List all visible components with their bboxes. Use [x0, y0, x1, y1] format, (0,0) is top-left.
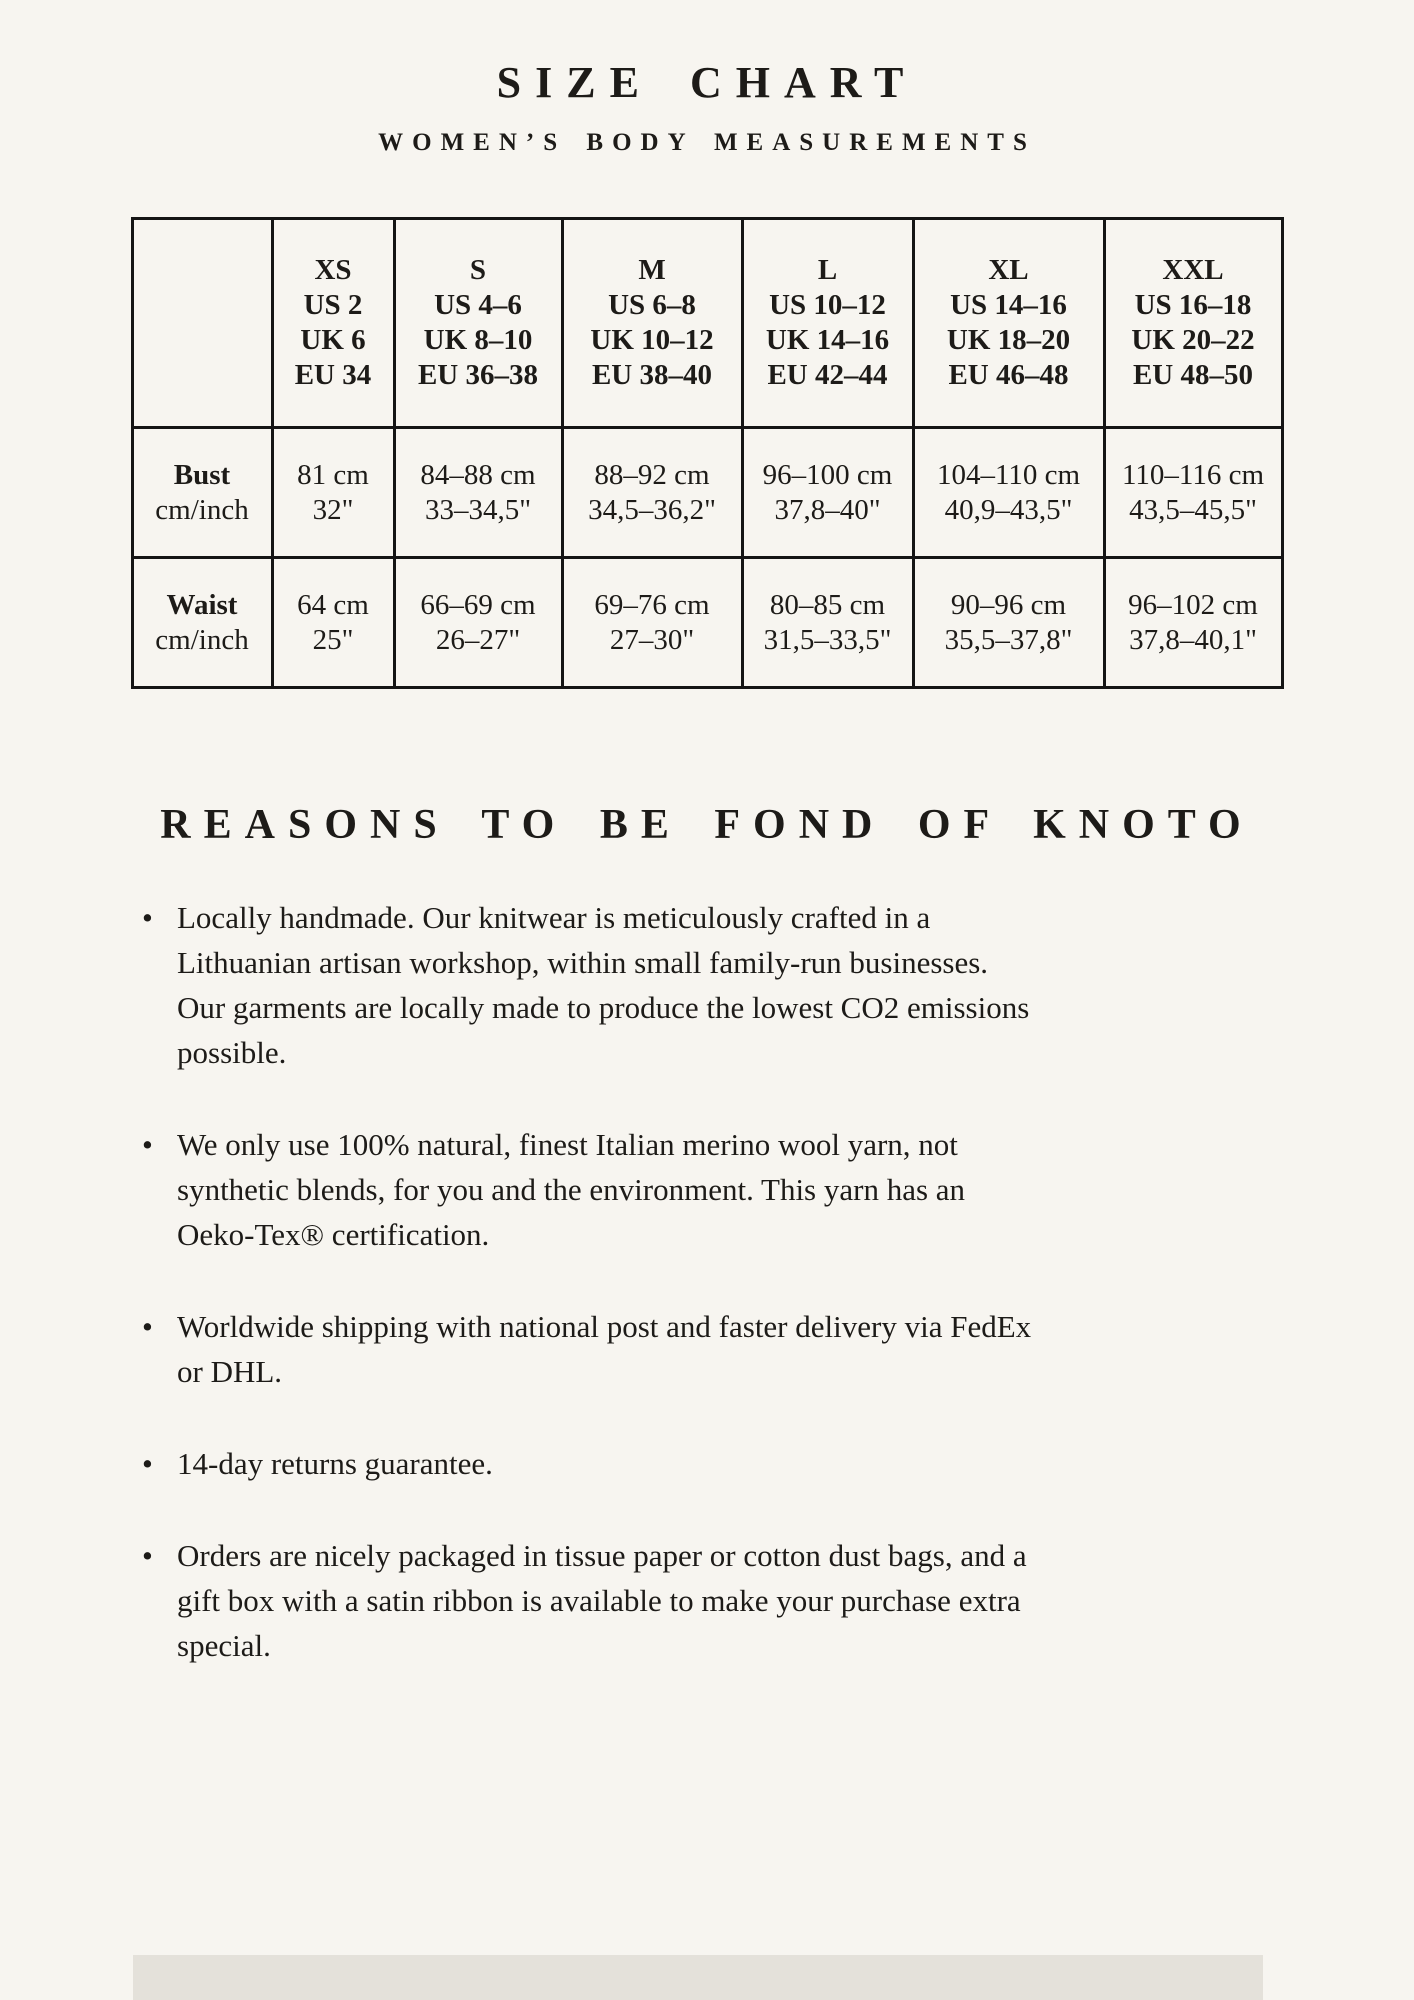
reason-item-locally-handmade: Locally handmade. Our knitwear is meticu… [140, 895, 1374, 1075]
inch-value: 43,5–45,5" [1129, 493, 1257, 526]
inch-value: 37,8–40,1" [1129, 623, 1257, 656]
eu-size: EU 46–48 [948, 359, 1069, 391]
size-column-xl: XL US 14–16 UK 18–20 EU 46–48 [911, 217, 1106, 429]
bust-value-m: 88–92 cm 34,5–36,2" [560, 426, 744, 559]
bust-value-s: 84–88 cm 33–34,5" [392, 426, 564, 559]
waist-value-l: 80–85 cm 31,5–33,5" [740, 556, 915, 689]
size-column-s: S US 4–6 UK 8–10 EU 36–38 [392, 217, 564, 429]
reasons-section-heading: REASONS TO BE FOND OF KNOTO [160, 802, 1254, 848]
cm-value: 69–76 cm [594, 588, 710, 621]
waist-value-xl: 90–96 cm 35,5–37,8" [911, 556, 1106, 689]
eu-size: EU 36–38 [417, 359, 539, 391]
eu-size: EU 38–40 [591, 359, 713, 391]
corner-cell [130, 217, 274, 429]
cm-value: 66–69 cm [420, 588, 536, 621]
bust-value-xs: 81 cm 32" [270, 426, 396, 559]
size-name: XS [314, 254, 352, 286]
inch-value: 35,5–37,8" [944, 623, 1073, 656]
inch-value: 31,5–33,5" [763, 623, 892, 656]
us-size: US 6–8 [608, 289, 696, 321]
size-column-l: L US 10–12 UK 14–16 EU 42–44 [740, 217, 915, 429]
cm-value: 90–96 cm [950, 588, 1067, 621]
us-size: US 14–16 [950, 289, 1067, 321]
reasons-list: Locally handmade. Our knitwear is meticu… [140, 895, 1374, 1668]
inch-value: 37,8–40" [774, 493, 881, 526]
us-size: US 2 [303, 289, 363, 321]
inch-value: 25" [312, 623, 354, 656]
row-unit: cm/inch [155, 623, 249, 656]
cm-value: 81 cm [297, 458, 369, 491]
waist-value-xs: 64 cm 25" [270, 556, 396, 689]
inch-value: 34,5–36,2" [588, 493, 716, 526]
uk-size: UK 18–20 [946, 324, 1071, 356]
cm-value: 84–88 cm [420, 458, 536, 491]
inch-value: 40,9–43,5" [944, 493, 1073, 526]
bust-value-xxl: 110–116 cm 43,5–45,5" [1102, 426, 1284, 559]
reason-item-worldwide-shipping: Worldwide shipping with national post an… [140, 1304, 1374, 1394]
bust-row-header: Bust cm/inch [130, 426, 274, 559]
reason-item-packaging: Orders are nicely packaged in tissue pap… [140, 1533, 1374, 1668]
cm-value: 96–100 cm [762, 458, 893, 491]
inch-value: 26–27" [435, 623, 521, 656]
uk-size: UK 20–22 [1131, 324, 1255, 356]
eu-size: EU 42–44 [767, 359, 888, 391]
reason-item-returns-guarantee: 14-day returns guarantee. [140, 1441, 1374, 1486]
waist-value-s: 66–69 cm 26–27" [392, 556, 564, 689]
us-size: US 4–6 [434, 289, 522, 321]
size-column-xxl: XXL US 16–18 UK 20–22 EU 48–50 [1102, 217, 1284, 429]
bust-value-xl: 104–110 cm 40,9–43,5" [911, 426, 1106, 559]
cm-value: 96–102 cm [1128, 588, 1258, 621]
size-name: L [817, 254, 838, 286]
eu-size: EU 34 [294, 359, 372, 391]
page-title: SIZE CHART [496, 58, 918, 107]
size-table-header-row: XS US 2 UK 6 EU 34 S US 4–6 UK 8–10 EU 3… [130, 217, 1284, 429]
cm-value: 88–92 cm [594, 458, 710, 491]
uk-size: UK 6 [300, 324, 366, 356]
waist-value-m: 69–76 cm 27–30" [560, 556, 744, 689]
reason-item-natural-wool: We only use 100% natural, finest Italian… [140, 1122, 1374, 1257]
size-name: S [469, 254, 487, 286]
cm-value: 64 cm [297, 588, 369, 621]
row-label: Waist [166, 588, 238, 621]
us-size: US 16–18 [1134, 289, 1252, 321]
inch-value: 27–30" [609, 623, 695, 656]
size-name: XXL [1162, 254, 1224, 286]
inch-value: 33–34,5" [424, 493, 532, 526]
size-column-m: M US 6–8 UK 10–12 EU 38–40 [560, 217, 744, 429]
uk-size: UK 10–12 [590, 324, 714, 356]
cm-value: 104–110 cm [936, 458, 1081, 491]
row-label: Bust [173, 458, 231, 491]
uk-size: UK 8–10 [423, 324, 533, 356]
size-column-xs: XS US 2 UK 6 EU 34 [270, 217, 396, 429]
waist-row: Waist cm/inch 64 cm 25" 66–69 cm 26–27" … [130, 556, 1284, 689]
eu-size: EU 48–50 [1132, 359, 1254, 391]
us-size: US 10–12 [769, 289, 886, 321]
uk-size: UK 14–16 [765, 324, 890, 356]
footer-bar-decoration [133, 1955, 1263, 2000]
bust-row: Bust cm/inch 81 cm 32" 84–88 cm 33–34,5"… [130, 426, 1284, 559]
page-subtitle: WOMEN’S BODY MEASUREMENTS [378, 129, 1036, 156]
inch-value: 32" [312, 493, 354, 526]
cm-value: 110–116 cm [1121, 458, 1265, 491]
size-name: XL [988, 254, 1029, 286]
waist-value-xxl: 96–102 cm 37,8–40,1" [1102, 556, 1284, 689]
page-header: SIZE CHART WOMEN’S BODY MEASUREMENTS [0, 0, 1414, 157]
size-name: M [638, 254, 666, 286]
row-unit: cm/inch [155, 493, 249, 526]
size-table: XS US 2 UK 6 EU 34 S US 4–6 UK 8–10 EU 3… [130, 217, 1284, 689]
cm-value: 80–85 cm [769, 588, 886, 621]
bust-value-l: 96–100 cm 37,8–40" [740, 426, 915, 559]
waist-row-header: Waist cm/inch [130, 556, 274, 689]
